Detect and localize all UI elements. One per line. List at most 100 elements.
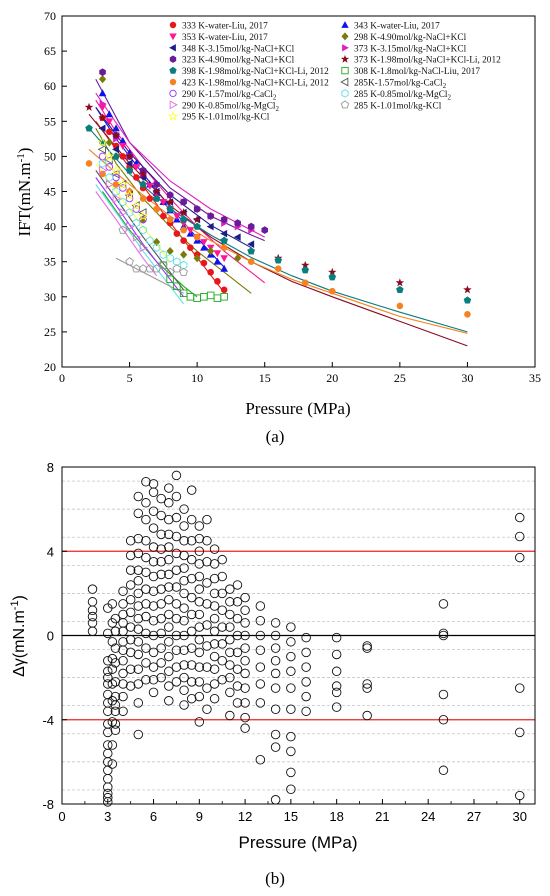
legend-marker — [169, 55, 177, 63]
data-point — [133, 679, 144, 689]
data-point — [125, 166, 134, 174]
y-tick-label: 4 — [47, 544, 54, 559]
data-point — [118, 656, 128, 666]
data-point — [110, 725, 121, 736]
data-point — [148, 586, 159, 597]
data-point — [118, 679, 128, 689]
data-point — [438, 599, 449, 609]
data-point — [87, 584, 98, 594]
data-point — [217, 656, 227, 666]
data-point — [247, 247, 255, 255]
data-points — [84, 68, 472, 318]
data-point — [159, 250, 168, 259]
data-point — [232, 664, 243, 674]
data-point — [156, 628, 166, 639]
data-point — [186, 643, 197, 653]
data-point — [133, 508, 144, 519]
data-point — [171, 662, 182, 672]
data-point — [179, 563, 189, 573]
data-point — [301, 647, 311, 658]
data-point — [247, 222, 255, 231]
data-point — [179, 685, 189, 696]
data-point — [193, 222, 201, 230]
data-point — [153, 180, 160, 189]
data-point — [118, 225, 128, 234]
data-point — [133, 548, 144, 559]
data-point — [125, 565, 136, 575]
data-point — [225, 672, 235, 683]
data-point — [240, 698, 250, 708]
data-point — [103, 797, 113, 807]
data-point — [179, 504, 189, 514]
data-point — [98, 89, 107, 97]
data-point — [194, 559, 205, 569]
data-point — [87, 626, 98, 637]
data-point — [125, 622, 136, 632]
data-point — [125, 550, 136, 561]
data-point — [186, 609, 197, 620]
data-point — [193, 254, 201, 263]
x-tick-label: 27 — [467, 809, 481, 824]
data-point — [225, 660, 235, 670]
data-point — [213, 257, 222, 265]
data-point — [133, 698, 144, 708]
data-point — [125, 257, 134, 266]
data-point — [87, 611, 98, 622]
data-point — [286, 784, 296, 795]
data-point — [225, 609, 235, 620]
data-point — [207, 268, 214, 276]
data-point — [97, 144, 106, 154]
x-tick-label: 15 — [259, 371, 271, 385]
data-point — [112, 187, 120, 196]
fit-curve — [95, 191, 158, 277]
legend-label: 353 K-water-Liu, 2017 — [182, 33, 268, 43]
data-point — [171, 565, 182, 575]
data-point — [164, 622, 174, 632]
data-point — [156, 672, 166, 683]
data-point — [156, 599, 166, 609]
data-point — [148, 523, 159, 533]
legend-label: 333 K-water-Liu, 2017 — [182, 22, 268, 32]
data-point — [173, 230, 181, 237]
data-point — [166, 275, 174, 284]
data-point — [232, 597, 243, 607]
legend-marker — [341, 89, 349, 98]
data-point — [146, 236, 154, 245]
data-point — [255, 630, 266, 641]
data-point — [171, 599, 182, 609]
data-point — [103, 706, 113, 717]
x-tick-label: 24 — [421, 809, 435, 824]
legend-marker — [169, 100, 178, 110]
y-axis-label: Δγ(mN.m-1) — [9, 595, 28, 677]
data-point — [139, 243, 148, 253]
data-point — [194, 609, 205, 620]
data-point — [125, 208, 134, 217]
data-point — [118, 691, 128, 702]
data-point — [180, 250, 188, 259]
data-point — [125, 634, 136, 645]
legend-marker — [167, 110, 179, 121]
data-point — [173, 282, 181, 291]
data-point — [362, 683, 372, 693]
legend-marker — [169, 89, 177, 98]
data-point — [133, 601, 144, 611]
data-point — [139, 215, 147, 224]
reference-lines — [62, 550, 535, 721]
data-point — [331, 649, 342, 660]
data-point — [514, 683, 525, 693]
data-point — [362, 641, 372, 651]
data-point — [232, 681, 243, 691]
data-point — [156, 643, 166, 653]
data-point — [164, 542, 174, 552]
data-point — [105, 138, 113, 147]
legend-marker — [169, 78, 177, 86]
data-point — [217, 639, 227, 649]
data-point — [148, 674, 159, 685]
data-point — [171, 677, 182, 687]
fit-curve — [95, 128, 252, 294]
legend: 333 K-water-Liu, 2017 343 K-water-Liu, 20… — [167, 21, 501, 123]
data-point — [514, 727, 525, 738]
x-tick-label: 6 — [150, 809, 157, 824]
data-point — [225, 597, 235, 607]
y-axis-label-close: ) — [11, 595, 28, 600]
